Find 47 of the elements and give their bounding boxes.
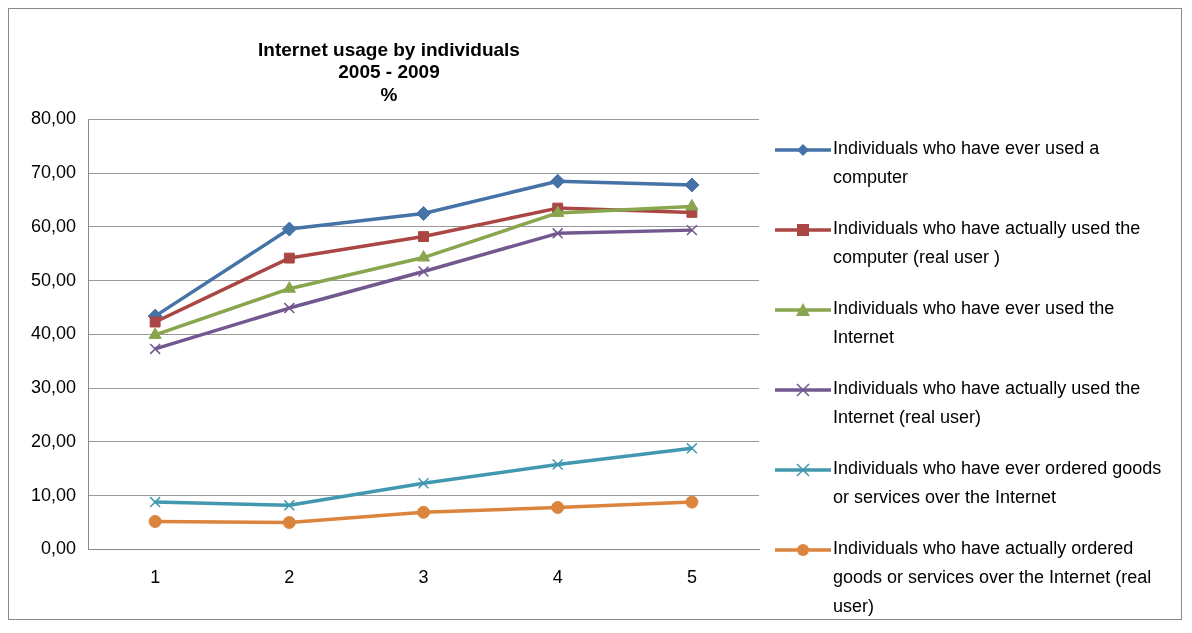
- point: [417, 505, 431, 519]
- point: [416, 250, 431, 262]
- point: [283, 499, 296, 512]
- y-tick-label: 0,00: [41, 538, 77, 559]
- point: [418, 231, 429, 243]
- y-tick-label: 70,00: [31, 162, 77, 183]
- point: [685, 495, 699, 509]
- point: [417, 477, 430, 489]
- point: [148, 327, 162, 339]
- point: [416, 205, 432, 221]
- y-tick-label: 20,00: [31, 430, 77, 451]
- point: [686, 442, 698, 455]
- point: [283, 252, 295, 264]
- point: [684, 177, 700, 193]
- point: [148, 514, 162, 528]
- point: [149, 343, 161, 355]
- legend-label: Individuals who have ever used the Internet: [833, 297, 1116, 349]
- point: [283, 302, 296, 314]
- x-tick-label: 3: [418, 567, 429, 588]
- legend-label: Individuals who have actually used the computer (real user ): [833, 217, 1142, 269]
- legend-label: Individuals who have ever ordered goods or services over the Internet: [833, 457, 1163, 509]
- legend-label: Individuals who have ever used a computer: [833, 137, 1101, 189]
- x-tick-label: 4: [552, 567, 563, 588]
- legend-label: Individuals who have actually ordered goods or services over the Internet (real user): [833, 537, 1153, 618]
- x-tick-label: 1: [150, 567, 161, 588]
- point: [550, 173, 566, 189]
- point: [149, 496, 161, 508]
- point: [417, 265, 430, 278]
- y-tick-label: 40,00: [31, 323, 77, 344]
- point: [282, 516, 296, 530]
- chart-title: Internet usage by individuals 2005 - 2009 %: [258, 38, 520, 106]
- point: [552, 458, 564, 471]
- point: [686, 224, 698, 236]
- point: [551, 500, 565, 514]
- x-tick-label: 5: [686, 567, 697, 588]
- point: [685, 198, 699, 211]
- x-tick-label: 2: [284, 567, 295, 588]
- point: [282, 281, 296, 293]
- y-tick-label: 60,00: [31, 215, 77, 236]
- point: [149, 316, 161, 328]
- legend-label: Individuals who have actually used the Internet (real user): [833, 377, 1142, 429]
- y-tick-label: 30,00: [31, 377, 77, 398]
- point: [552, 227, 564, 240]
- y-tick-label: 80,00: [31, 108, 77, 129]
- y-tick-label: 50,00: [31, 269, 77, 290]
- point: [281, 221, 297, 237]
- y-tick-label: 10,00: [31, 484, 77, 505]
